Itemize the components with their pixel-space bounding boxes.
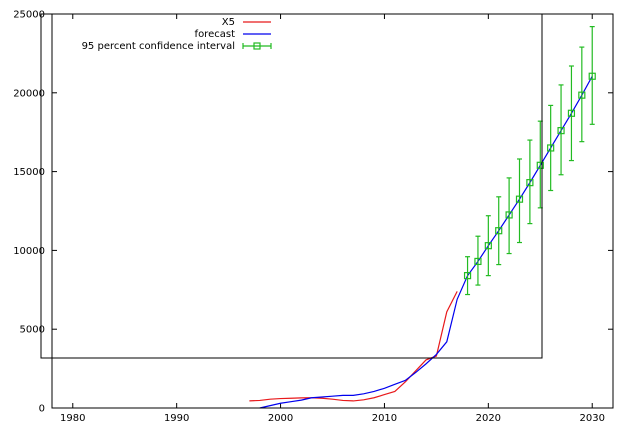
y-axis: 0 5000 10000 15000 20000 25000 <box>13 10 613 415</box>
legend-item-forecast: forecast <box>195 29 271 40</box>
ci-marker <box>578 91 586 99</box>
legend-label-forecast: forecast <box>195 29 236 40</box>
legend-swatch-ci-marker <box>253 42 261 50</box>
x-axis: 1980 1990 2000 2010 2020 2030 <box>60 14 605 423</box>
ci-marker <box>526 179 534 187</box>
ci-marker <box>463 272 472 280</box>
x-tick-label: 2020 <box>476 413 501 423</box>
legend-label-confidence-interval: 95 percent confidence interval <box>82 41 235 52</box>
x-tick-label: 2000 <box>268 413 293 423</box>
ci-marker <box>536 161 544 169</box>
x-tick-label: 2030 <box>579 413 604 423</box>
legend-item-x5: X5 <box>222 17 271 28</box>
series-forecast-line <box>259 75 593 409</box>
y-tick-label: 15000 <box>13 167 45 178</box>
series-x5-line <box>249 291 458 402</box>
ci-marker <box>505 211 513 219</box>
ci-marker <box>567 109 576 117</box>
legend-label-x5: X5 <box>222 17 235 28</box>
x-tick-label: 1980 <box>60 413 85 423</box>
x-tick-label: 2010 <box>372 413 397 423</box>
series-layer <box>249 26 596 409</box>
ci-marker <box>588 72 596 80</box>
y-tick-label: 10000 <box>13 246 45 257</box>
y-tick-label: 25000 <box>13 10 45 21</box>
ci-marker <box>515 195 524 203</box>
ci-marker <box>484 242 492 250</box>
overlay-box <box>40 13 543 359</box>
x-tick-label: 1990 <box>164 413 189 423</box>
ci-marker <box>474 257 482 266</box>
series-confidence-interval <box>463 26 596 296</box>
plot-frame <box>51 13 614 409</box>
y-tick-label: 20000 <box>13 88 45 99</box>
legend: X5 forecast 95 percent confidence interv… <box>82 17 272 52</box>
y-tick-label: 0 <box>39 404 45 415</box>
legend-item-confidence-interval: 95 percent confidence interval <box>82 41 272 52</box>
y-tick-label: 5000 <box>20 325 45 336</box>
ci-marker <box>557 127 565 135</box>
ci-marker <box>495 227 503 235</box>
ci-marker <box>547 144 555 152</box>
